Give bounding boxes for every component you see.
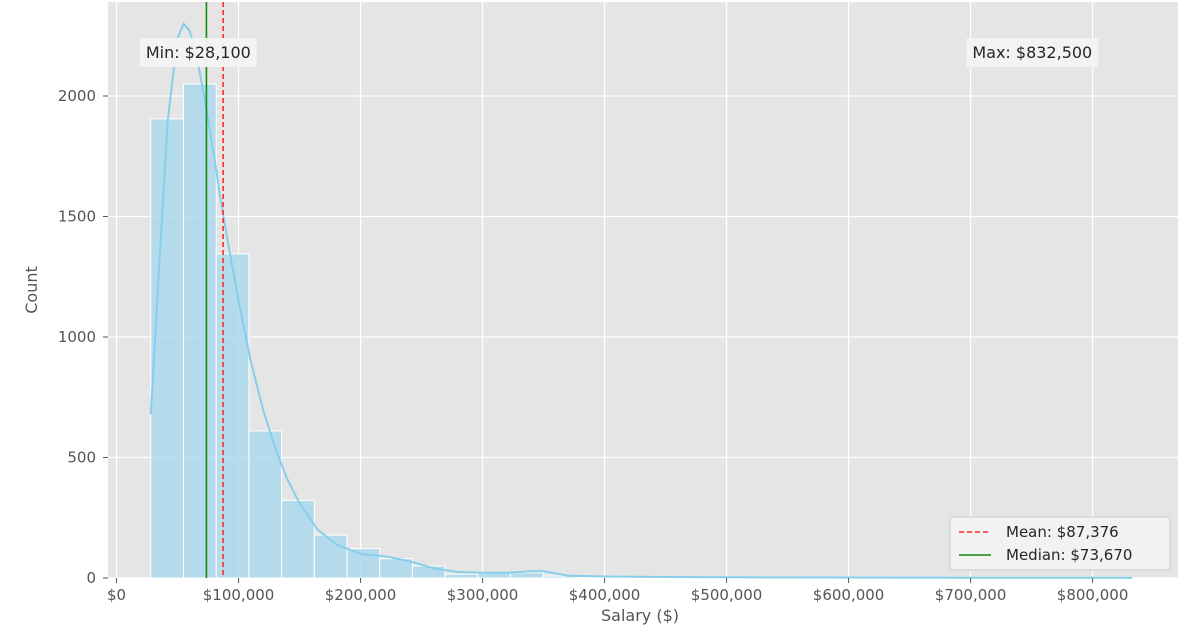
- histogram-bar: [510, 572, 544, 579]
- histogram-bar: [183, 83, 217, 579]
- y-tick-label: 1500: [58, 207, 96, 225]
- histogram-bar: [444, 573, 479, 579]
- y-axis-label: Count: [22, 266, 41, 314]
- x-tick-label: $500,000: [691, 586, 763, 604]
- y-tick-label: 0: [86, 569, 96, 587]
- x-axis-label: Salary ($): [601, 606, 679, 625]
- x-tick-label: $300,000: [447, 586, 519, 604]
- x-tick-label: $800,000: [1057, 586, 1129, 604]
- x-tick-label: $0: [107, 586, 126, 604]
- x-tick-label: $700,000: [935, 586, 1007, 604]
- histogram-bar: [215, 253, 250, 579]
- x-tick-label: $100,000: [203, 586, 275, 604]
- annotation-text: Max: $832,500: [972, 43, 1092, 62]
- y-tick-label: 500: [67, 448, 96, 466]
- x-tick-label: $400,000: [569, 586, 641, 604]
- histogram-bar: [313, 534, 348, 579]
- x-tick-label: $200,000: [325, 586, 397, 604]
- annotation-box: [966, 38, 1099, 67]
- min-annotation: Min: $28,100: [139, 38, 257, 67]
- legend: Mean: $87,376 Median: $73,670: [949, 516, 1171, 571]
- annotation-box: [139, 38, 257, 67]
- x-axis-ticks: $0 $100,000 $200,000 $300,000 $400,000 $500,0…: [107, 578, 1128, 604]
- annotations: Min: $28,100 Max: $832,500: [139, 38, 1099, 67]
- histogram-bar: [150, 118, 185, 579]
- histogram-bar: [346, 548, 381, 579]
- legend-label: Median: $73,670: [1006, 546, 1132, 564]
- y-tick-label: 2000: [58, 87, 96, 105]
- histogram-bars: [150, 83, 806, 579]
- histogram-bar: [477, 572, 512, 579]
- y-axis-ticks: 0 500 1000 1500 2000: [58, 87, 108, 587]
- histogram-bar: [281, 499, 315, 579]
- legend-box: [949, 516, 1171, 571]
- legend-label: Mean: $87,376: [1006, 523, 1119, 541]
- x-tick-label: $600,000: [813, 586, 885, 604]
- annotation-text: Min: $28,100: [146, 43, 251, 62]
- y-tick-label: 1000: [58, 328, 96, 346]
- plot-background: [108, 2, 1178, 578]
- reference-lines: [205, 2, 224, 578]
- max-annotation: Max: $832,500: [966, 38, 1099, 67]
